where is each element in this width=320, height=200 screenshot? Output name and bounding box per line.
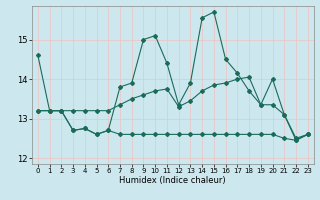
X-axis label: Humidex (Indice chaleur): Humidex (Indice chaleur) xyxy=(119,176,226,185)
